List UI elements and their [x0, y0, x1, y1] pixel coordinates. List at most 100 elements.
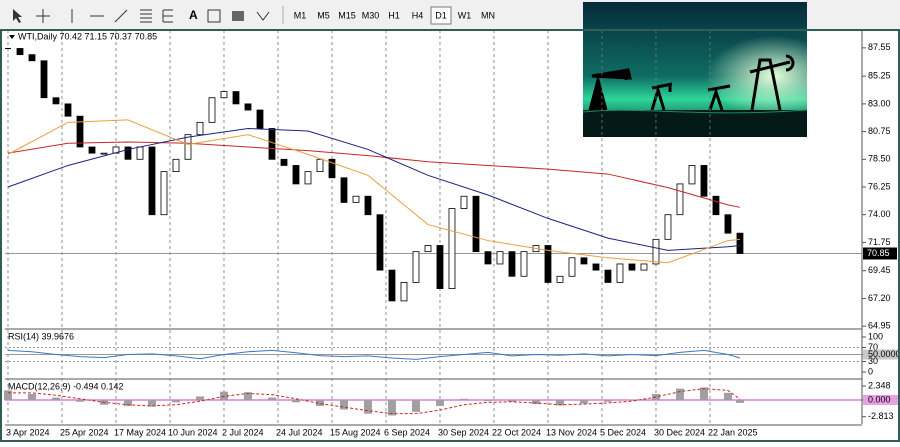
x-tick-label: 13 Nov 2024	[546, 427, 597, 437]
candle-body	[724, 214, 732, 234]
candle-body	[364, 195, 372, 216]
timeframe-button[interactable]: D1	[435, 10, 447, 20]
y-tick-label: 69.45	[868, 265, 891, 275]
timeframe-button[interactable]: W1	[458, 10, 472, 20]
cursor-tool[interactable]	[13, 9, 22, 23]
label-tool[interactable]	[207, 9, 221, 23]
macd-bar	[315, 399, 324, 406]
moving-average	[7, 141, 741, 208]
macd-bar	[51, 397, 60, 400]
x-tick-label: 15 Aug 2024	[330, 427, 381, 437]
arrow-tool[interactable]	[256, 11, 270, 21]
chart-title: RSI(14) 39.9676	[8, 331, 74, 341]
candle-body	[640, 263, 648, 271]
candle-body	[88, 146, 96, 154]
macd-bar	[267, 397, 276, 400]
timeframe-button[interactable]: H1	[388, 10, 400, 20]
candle-body	[688, 165, 696, 185]
candle-body	[628, 263, 636, 271]
candle-body	[616, 263, 624, 283]
crosshair-tool[interactable]	[36, 9, 50, 23]
timeframe-button[interactable]: M5	[317, 10, 330, 20]
timeframe-button[interactable]: MN	[481, 10, 495, 20]
x-tick-label: 5 Dec 2024	[600, 427, 646, 437]
candle-body	[256, 109, 264, 129]
collapse-icon	[9, 35, 15, 39]
chart-title: WTI,Daily 70.42 71.15 70.37 70.85	[18, 31, 157, 41]
timeframe-button[interactable]: M15	[338, 10, 356, 20]
y-tick-label: 85.25	[868, 71, 891, 81]
rsi-line	[7, 349, 741, 360]
y-tick-label: 80.75	[868, 126, 891, 136]
macd-bar	[3, 390, 12, 400]
candle-body	[652, 238, 660, 265]
x-tick-label: 24 Jul 2024	[276, 427, 323, 437]
macd-bar	[507, 399, 516, 402]
shape-tool[interactable]	[232, 11, 244, 21]
candle-body	[160, 171, 168, 216]
candle-body	[580, 257, 588, 265]
candle-body	[544, 245, 552, 283]
macd-bar	[435, 399, 444, 406]
candle-body	[352, 195, 360, 203]
candle-body	[496, 251, 504, 265]
macd-bar	[699, 387, 708, 400]
candle-body	[244, 103, 252, 111]
candle-body	[676, 183, 684, 216]
timeframe-button[interactable]: M30	[362, 10, 380, 20]
macd-bar	[459, 398, 468, 400]
macd-bar	[483, 399, 492, 402]
candle-body	[100, 152, 108, 155]
x-tick-label: 25 Apr 2024	[60, 427, 109, 437]
macd-bar	[219, 391, 228, 400]
timeframe-button[interactable]: H4	[412, 10, 424, 20]
frame	[0, 29, 900, 442]
macd-bar	[531, 399, 540, 405]
y-tick-label: 2.348	[868, 380, 891, 390]
macd-bar	[627, 399, 636, 400]
y-tick-label: -2.813	[868, 411, 894, 421]
y-tick-label: 87.55	[868, 42, 891, 52]
candle-body	[28, 54, 36, 62]
x-tick-label: 10 Jun 2024	[168, 427, 218, 437]
candle-body	[196, 121, 204, 136]
candle-body	[136, 146, 144, 160]
macd-bar	[723, 392, 732, 400]
x-tick-label: 30 Sep 2024	[438, 427, 489, 437]
candle-body	[460, 195, 468, 209]
macd-bar	[195, 396, 204, 400]
macd-bar	[27, 394, 36, 400]
candle-body	[592, 263, 600, 271]
candle-body	[484, 251, 492, 265]
chart-title: MACD(12,26,9) -0.494 0.142	[8, 381, 124, 391]
macd-bar	[123, 399, 132, 406]
timeframe-bar: M1 M5 M15 M30 H1 H4 D1 W1 MN	[282, 6, 495, 25]
x-tick-label: 3 Apr 2024	[6, 427, 50, 437]
text-tool[interactable]: A	[189, 8, 198, 22]
macd-bar	[411, 399, 420, 412]
macd-bar	[675, 388, 684, 400]
x-tick-label: 2 Jul 2024	[222, 427, 264, 437]
y-tick-label: 100	[868, 331, 883, 341]
y-tick-label: 0.000	[868, 394, 891, 404]
trend-tool[interactable]	[114, 9, 128, 23]
candle-body	[280, 158, 288, 166]
macd-bar	[243, 392, 252, 400]
moving-average	[7, 119, 741, 264]
macd-bar	[147, 399, 156, 407]
candle-body	[268, 128, 276, 160]
candle-body	[664, 214, 672, 240]
y-tick-label: 76.25	[868, 181, 891, 191]
candle-body	[712, 195, 720, 216]
candle-body	[436, 245, 444, 289]
x-tick-label: 6 Sep 2024	[384, 427, 430, 437]
macd-bar	[339, 399, 348, 410]
channel-tool[interactable]	[140, 9, 152, 23]
candle-body	[328, 158, 336, 179]
candle-body	[316, 158, 324, 173]
fibo-tool[interactable]	[162, 9, 173, 23]
candle-body	[448, 208, 456, 289]
candle-body	[292, 165, 300, 185]
timeframe-button[interactable]: M1	[294, 10, 307, 20]
macd-bar	[75, 399, 84, 402]
